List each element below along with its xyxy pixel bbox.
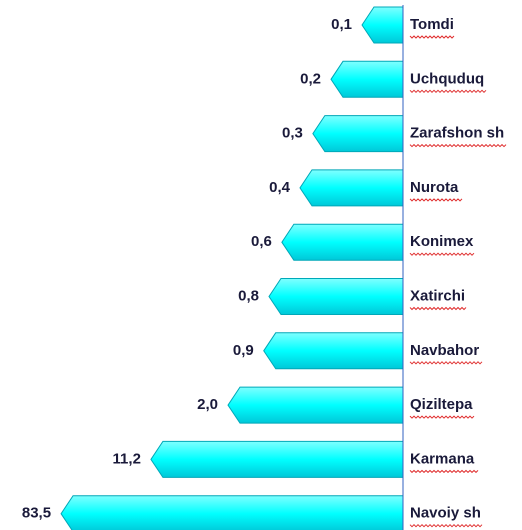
category-label: Xatirchi (410, 287, 465, 304)
bar (330, 60, 404, 98)
spellcheck-underline (409, 415, 475, 419)
spellcheck-underline (409, 361, 483, 365)
category-label: Konimex (410, 233, 474, 250)
bar (263, 332, 404, 370)
category-label: Uchquduq (410, 70, 484, 87)
bar (60, 495, 404, 530)
category-label: Zarafshon sh (410, 125, 504, 142)
value-label: 0,2 (300, 70, 321, 87)
bar (227, 386, 404, 424)
spellcheck-underline (409, 198, 463, 202)
value-label: 0,9 (233, 342, 254, 359)
category-label: Karmana (410, 450, 475, 467)
value-label: 2,0 (197, 396, 218, 413)
category-label: Navbahor (410, 342, 479, 359)
bar (361, 6, 404, 44)
bar (281, 223, 404, 261)
value-label: 83,5 (22, 505, 51, 522)
category-label: Tomdi (410, 16, 454, 33)
bar (150, 440, 404, 478)
spellcheck-underline (409, 35, 455, 39)
spellcheck-underline (409, 89, 487, 94)
spellcheck-underline (409, 143, 507, 148)
bar (299, 169, 404, 207)
value-label: 0,6 (251, 233, 272, 250)
category-label: Qiziltepa (410, 396, 473, 413)
value-label: 0,4 (269, 179, 291, 196)
bar (268, 278, 404, 315)
spellcheck-underline (409, 252, 475, 256)
spellcheck-underline (409, 469, 479, 474)
value-label: 11,2 (113, 450, 141, 467)
spellcheck-underline (409, 523, 483, 528)
value-label: 0,3 (282, 125, 303, 142)
bar (312, 115, 404, 153)
category-label: Nurota (410, 179, 459, 196)
category-label: Navoiy sh (410, 505, 481, 522)
spellcheck-underline (409, 306, 467, 311)
value-label: 0,8 (238, 287, 259, 304)
value-label: 0,1 (331, 16, 352, 33)
